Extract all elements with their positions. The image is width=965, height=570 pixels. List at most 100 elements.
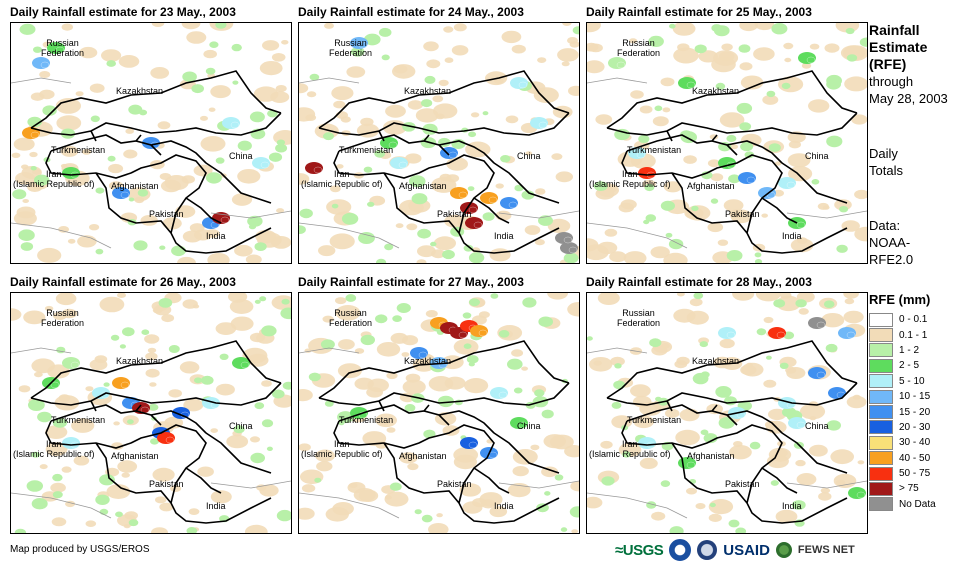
rain-speckle <box>713 356 732 369</box>
rain-cell-core <box>313 166 323 174</box>
legend-swatch <box>869 328 893 343</box>
legend-label: No Data <box>899 498 936 510</box>
rain-speckle <box>669 23 676 29</box>
rain-speckle <box>534 389 545 397</box>
rain-speckle <box>490 293 499 299</box>
rain-speckle <box>108 163 124 174</box>
rain-speckle <box>330 185 341 193</box>
rain-speckle <box>719 112 745 128</box>
legend-swatch <box>869 389 893 404</box>
rain-speckle <box>360 117 374 127</box>
rain-speckle <box>203 49 217 59</box>
rain-speckle <box>444 376 466 390</box>
rain-speckle <box>308 372 321 382</box>
rain-cell-core <box>776 331 786 339</box>
country-label-india: India <box>782 231 802 241</box>
country-label-russia: Russian Federation <box>617 308 661 328</box>
rain-speckle <box>589 357 613 372</box>
rain-speckle <box>79 46 98 59</box>
rain-speckle <box>95 187 105 194</box>
rain-cell-core <box>448 151 458 159</box>
rain-speckle <box>210 490 232 504</box>
rain-cell-core <box>418 351 428 359</box>
rain-speckle <box>433 236 456 251</box>
rain-cell-core <box>358 41 368 49</box>
rain-speckle <box>161 314 175 323</box>
rain-speckle <box>773 189 784 197</box>
rain-speckle <box>254 402 265 410</box>
rain-speckle <box>247 353 269 367</box>
data-source: Data: NOAA- RFE2.0 <box>869 217 913 268</box>
rain-speckle <box>754 252 762 258</box>
rain-speckle <box>205 229 220 238</box>
legend-swatch <box>869 435 893 450</box>
rain-speckle <box>399 452 418 464</box>
rain-speckle <box>677 43 690 52</box>
country-label-afghanistan: Afghanistan <box>687 181 735 191</box>
rain-speckle <box>426 59 441 69</box>
rain-speckle <box>695 503 706 510</box>
rain-cell-core <box>498 391 508 399</box>
rain-speckle <box>151 23 165 27</box>
rain-speckle <box>736 102 753 114</box>
country-label-kazakhstan: Kazakhstan <box>692 86 740 96</box>
noaa-logo <box>669 539 692 561</box>
rain-speckle <box>779 362 789 369</box>
rain-speckle <box>261 419 274 428</box>
rain-speckle <box>386 372 398 380</box>
rain-speckle <box>404 404 416 412</box>
rain-speckle <box>654 105 663 112</box>
panel-title-5: Daily Rainfall estimate for 27 May., 200… <box>298 275 524 289</box>
rain-speckle <box>638 135 650 143</box>
rain-speckle <box>713 50 739 66</box>
rain-speckle <box>360 334 375 346</box>
rain-speckle <box>376 258 387 263</box>
rain-speckle <box>730 144 738 150</box>
legend-label: 5 - 10 <box>899 375 925 387</box>
rain-speckle <box>82 149 92 155</box>
rain-speckle <box>306 91 317 98</box>
rain-cell-core <box>796 421 806 429</box>
rain-speckle <box>271 53 286 62</box>
rain-speckle <box>363 166 373 173</box>
rain-speckle <box>611 415 633 429</box>
rain-speckle <box>320 339 335 350</box>
legend-item: 15 - 20 <box>869 404 936 420</box>
rain-speckle <box>215 23 227 29</box>
dos-seal-logo <box>697 540 718 560</box>
rain-speckle <box>121 472 130 478</box>
rain-speckle <box>128 519 139 527</box>
rain-speckle <box>821 313 845 328</box>
rain-speckle <box>55 293 77 306</box>
rain-speckle <box>859 37 867 47</box>
rain-cell-core <box>70 361 80 369</box>
rain-speckle <box>26 480 43 492</box>
rain-speckle <box>424 75 436 84</box>
rain-speckle <box>155 496 167 504</box>
rain-speckle <box>464 378 489 394</box>
rain-speckle <box>730 209 753 224</box>
rain-speckle <box>652 116 669 127</box>
rain-speckle <box>749 441 761 450</box>
rain-speckle <box>147 347 157 353</box>
rain-speckle <box>354 348 365 354</box>
rain-speckle <box>322 315 334 323</box>
rain-speckle <box>415 108 439 123</box>
rain-speckle <box>228 293 248 303</box>
rain-speckle <box>149 382 157 387</box>
country-label-afghanistan: Afghanistan <box>399 181 447 191</box>
rain-speckle <box>392 64 416 79</box>
rain-speckle <box>773 299 786 308</box>
rain-speckle <box>421 99 433 108</box>
rain-speckle <box>183 398 204 412</box>
rain-speckle <box>672 23 696 36</box>
rain-speckle <box>554 474 564 481</box>
rain-cell-core <box>50 381 60 389</box>
rain-speckle <box>33 46 42 53</box>
country-label-russia: Russian Federation <box>329 308 373 328</box>
region-borders <box>11 77 291 249</box>
rain-cell-core <box>120 381 130 389</box>
rain-speckle <box>337 363 362 379</box>
rain-speckle <box>11 308 22 321</box>
rain-speckle <box>61 466 72 473</box>
